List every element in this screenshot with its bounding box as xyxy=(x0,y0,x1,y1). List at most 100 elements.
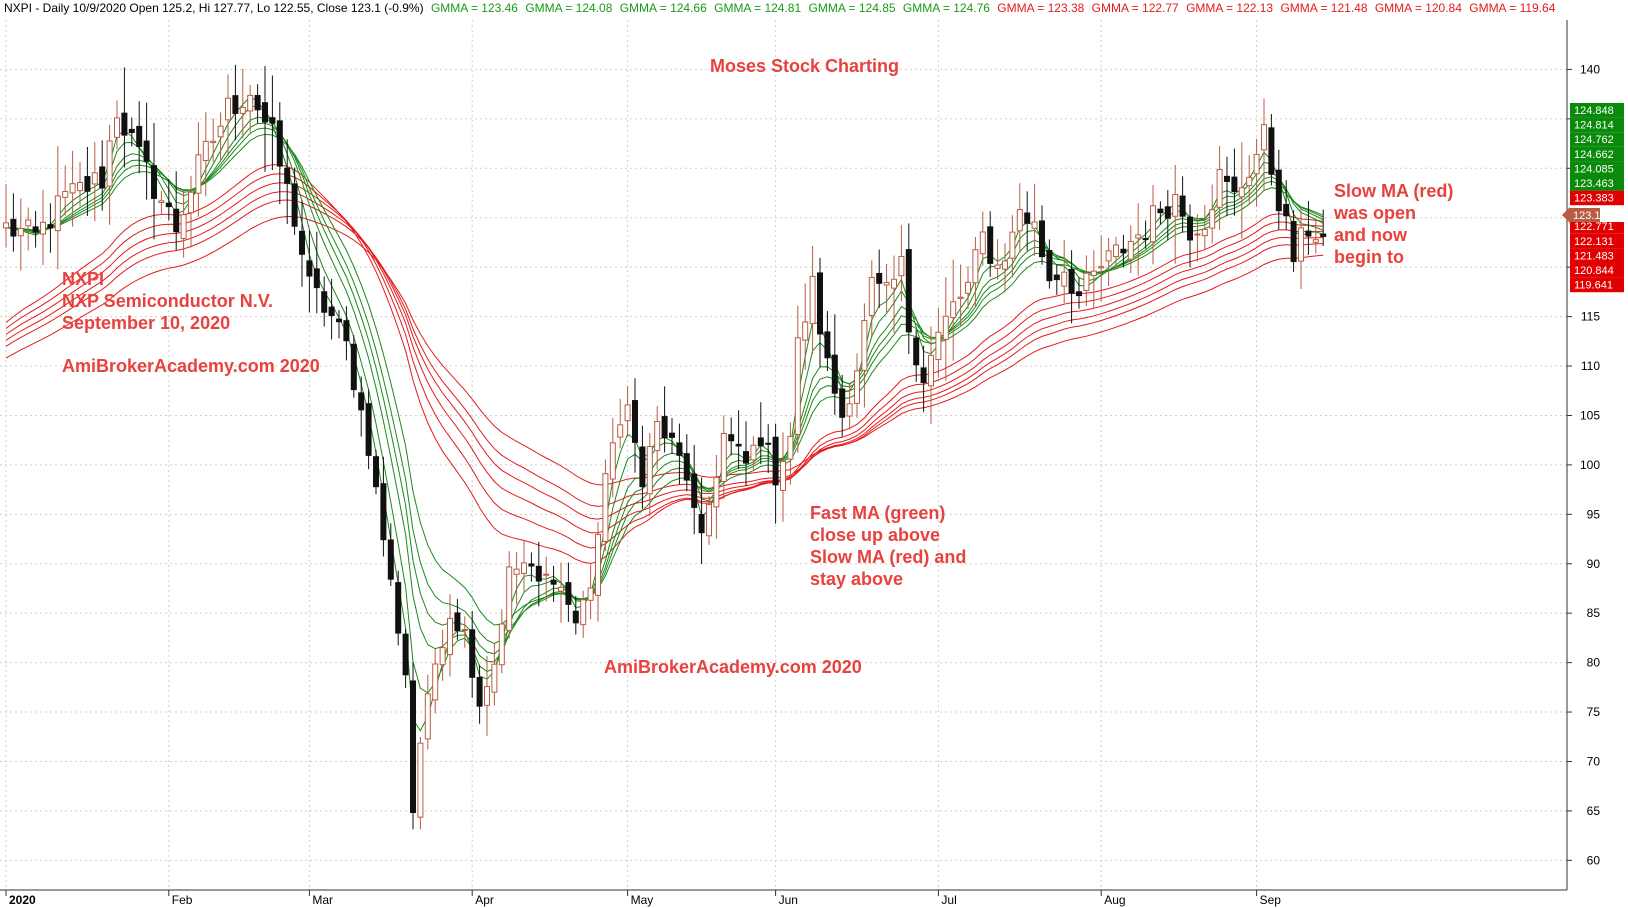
candle-body xyxy=(824,331,831,359)
ytick-label: 65 xyxy=(1587,804,1601,818)
candle-body xyxy=(1283,203,1290,217)
candle-body xyxy=(321,291,328,313)
xtick-label: Sep xyxy=(1260,893,1282,907)
candle-body xyxy=(624,404,631,422)
candle-body xyxy=(114,117,120,138)
candle-body xyxy=(965,281,971,294)
candle-body xyxy=(439,647,446,666)
candle-body xyxy=(454,612,461,632)
current-price-text: 123.1 xyxy=(1573,210,1601,222)
candle-body xyxy=(713,476,720,508)
candle-body xyxy=(950,301,957,319)
candle-body xyxy=(180,214,187,240)
candle-body xyxy=(905,249,912,333)
header-gmma-3: GMMA = 124.81 xyxy=(714,1,801,15)
xtick-label: Mar xyxy=(312,893,333,907)
red-value-text: 123.383 xyxy=(1574,193,1614,205)
candle-body xyxy=(313,268,320,289)
red-value-badge xyxy=(1570,263,1624,278)
red-value-text: 119.641 xyxy=(1574,280,1613,292)
red-value-text: 120.844 xyxy=(1574,265,1614,277)
candle-body xyxy=(839,388,846,418)
candle-body xyxy=(1187,216,1193,241)
candle-body xyxy=(165,202,172,208)
candle-body xyxy=(831,354,838,394)
value-badges: 124.848 124.814 124.762 124.662 124.085 123.4… xyxy=(1562,103,1624,293)
red-value-badge xyxy=(1570,233,1624,249)
candle-body xyxy=(54,195,61,232)
candle-body xyxy=(1268,127,1275,175)
candle-body xyxy=(484,686,490,706)
candle-body xyxy=(846,403,853,417)
ytick-label: 115 xyxy=(1581,310,1600,324)
moving-average-lines xyxy=(5,96,1324,732)
header-gmma-8: GMMA = 122.13 xyxy=(1186,1,1273,15)
candle-body xyxy=(543,573,550,576)
candle-body xyxy=(498,623,505,666)
candle-body xyxy=(928,354,934,387)
candle-body xyxy=(972,249,979,284)
green-value-badge xyxy=(1570,132,1624,147)
slow-ma-note-4: begin to xyxy=(1334,247,1404,267)
slow-ma-line xyxy=(5,191,1324,520)
candle-body xyxy=(802,321,809,341)
candle-body xyxy=(942,315,949,340)
candle-body xyxy=(691,473,698,508)
red-value-badge xyxy=(1570,248,1624,263)
candle-body xyxy=(595,533,601,596)
candle-body xyxy=(424,693,431,740)
ytick-label: 80 xyxy=(1587,656,1601,670)
xtick-label: Jul xyxy=(941,893,956,907)
slow-ma-line xyxy=(5,182,1324,534)
candle-body xyxy=(239,106,246,114)
slow-ma-line xyxy=(5,173,1324,549)
header-gmma-4: GMMA = 124.85 xyxy=(809,1,896,15)
candle-body xyxy=(262,102,268,123)
green-value-text: 124.848 xyxy=(1574,105,1614,117)
candle-body xyxy=(410,680,416,814)
xtick-label: 2020 xyxy=(9,893,36,907)
candle-body xyxy=(750,444,757,461)
candle-body xyxy=(876,272,883,284)
candle-body xyxy=(1216,169,1223,208)
candle-body xyxy=(232,95,239,114)
candle-body xyxy=(254,94,261,111)
candle-body xyxy=(920,367,927,384)
candle-body xyxy=(765,442,772,445)
candle-body xyxy=(1246,176,1253,187)
candle-body xyxy=(128,128,135,134)
candle-body xyxy=(757,437,764,447)
xtick-label: Jun xyxy=(779,893,798,907)
candle-body xyxy=(1172,194,1179,217)
candle-body xyxy=(1135,234,1142,239)
candle-body xyxy=(202,140,209,162)
header-gmma-9: GMMA = 121.48 xyxy=(1280,1,1367,15)
slow-ma-note-3: and now xyxy=(1334,225,1408,245)
candle-body xyxy=(1275,169,1282,212)
header-gmma-2: GMMA = 124.66 xyxy=(620,1,707,15)
green-value-badge xyxy=(1570,103,1624,118)
candle-body xyxy=(343,320,350,342)
candle-body xyxy=(1157,208,1164,214)
candle-body xyxy=(469,629,476,678)
candle-body xyxy=(654,421,661,452)
candle-body xyxy=(32,226,39,233)
candle-body xyxy=(1201,228,1208,237)
candle-body xyxy=(306,260,313,277)
candle-body xyxy=(809,275,816,325)
candle-body xyxy=(1024,212,1031,224)
header-text: NXPI - Daily 10/9/2020 Open 125.2, Hi 12… xyxy=(4,1,1556,15)
candle-body xyxy=(868,276,875,316)
candle-body xyxy=(1164,206,1171,219)
candle-body xyxy=(817,272,823,335)
slow-ma-line xyxy=(5,199,1324,507)
ytick-label: 140 xyxy=(1580,62,1600,76)
fast-ma-line xyxy=(5,133,1324,626)
candle-body xyxy=(217,125,224,138)
candle-body xyxy=(1305,230,1312,237)
candle-body xyxy=(706,504,712,537)
candle-body xyxy=(913,337,920,366)
candle-body xyxy=(336,318,342,323)
candle-body xyxy=(632,400,638,443)
fast-ma-note-4: stay above xyxy=(810,569,903,589)
